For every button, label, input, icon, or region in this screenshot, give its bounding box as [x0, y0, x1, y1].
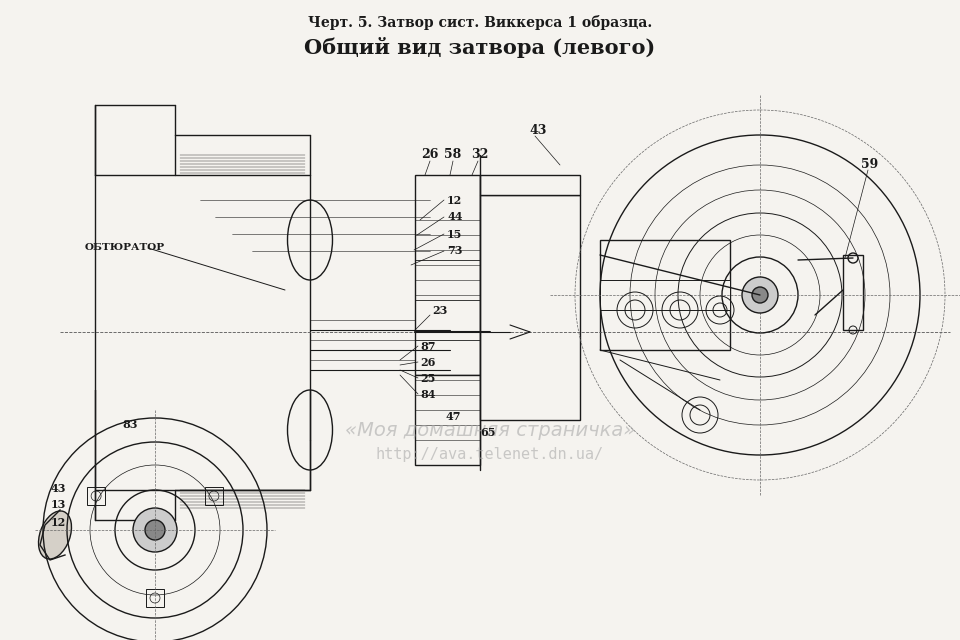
- Text: 26: 26: [420, 356, 436, 367]
- Text: 26: 26: [421, 148, 439, 161]
- Bar: [146, 589, 164, 607]
- Text: Черт. 5. Затвор сист. Виккерса 1 образца.: Черт. 5. Затвор сист. Виккерса 1 образца…: [308, 15, 652, 29]
- Bar: [415, 175, 480, 375]
- Ellipse shape: [38, 511, 71, 559]
- Bar: [843, 255, 863, 330]
- Circle shape: [742, 277, 778, 313]
- Text: 43: 43: [529, 124, 546, 136]
- Text: «Моя домашняя страничка»: «Моя домашняя страничка»: [345, 420, 636, 440]
- Text: http://ava.telenet.dn.ua/: http://ava.telenet.dn.ua/: [376, 447, 604, 463]
- Text: 65: 65: [480, 426, 495, 438]
- Text: 15: 15: [447, 228, 463, 239]
- Bar: [600, 280, 730, 310]
- Bar: [480, 195, 580, 420]
- Bar: [415, 375, 480, 465]
- Text: 25: 25: [420, 372, 436, 383]
- Ellipse shape: [287, 200, 332, 280]
- Text: 44: 44: [447, 211, 463, 223]
- Text: 73: 73: [447, 246, 463, 257]
- Text: 23: 23: [432, 305, 447, 316]
- Text: 13: 13: [50, 499, 65, 511]
- Text: 12: 12: [447, 195, 463, 205]
- Text: 58: 58: [444, 148, 462, 161]
- Circle shape: [133, 508, 177, 552]
- Bar: [600, 240, 730, 350]
- Text: 32: 32: [471, 148, 489, 161]
- Text: 87: 87: [420, 340, 436, 351]
- Text: Общий вид затвора (левого): Общий вид затвора (левого): [304, 38, 656, 58]
- Circle shape: [752, 287, 768, 303]
- Text: 83: 83: [122, 419, 137, 429]
- Ellipse shape: [287, 390, 332, 470]
- Text: 12: 12: [50, 516, 65, 527]
- Text: ОБТЮРАТОР: ОБТЮРАТОР: [85, 243, 165, 253]
- Bar: [87, 487, 105, 505]
- Text: 43: 43: [50, 483, 65, 493]
- Text: 47: 47: [445, 410, 461, 422]
- Text: 84: 84: [420, 388, 436, 399]
- Text: 59: 59: [861, 159, 878, 172]
- Bar: [204, 487, 223, 505]
- Bar: [480, 175, 580, 195]
- Circle shape: [145, 520, 165, 540]
